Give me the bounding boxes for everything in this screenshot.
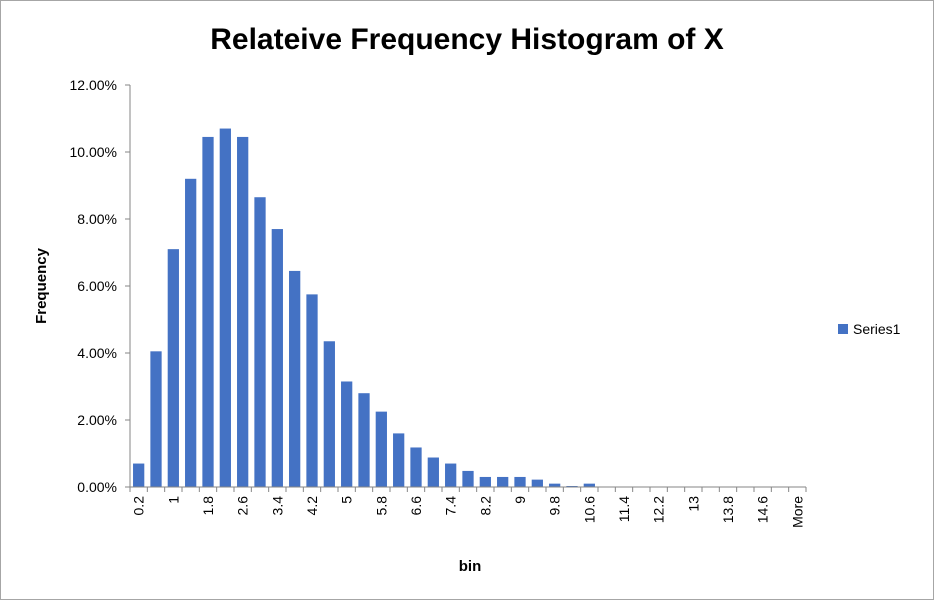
bar xyxy=(289,270,301,487)
bar xyxy=(341,381,353,487)
x-tick-label: 9.8 xyxy=(547,496,563,516)
bar xyxy=(583,483,595,487)
x-tick-label: 14.6 xyxy=(755,496,771,523)
y-tick-label: 6.00% xyxy=(77,278,117,294)
y-axis-label: Frequency xyxy=(33,247,50,324)
x-tick-label: 6.6 xyxy=(408,496,424,516)
bar xyxy=(323,341,335,487)
bar xyxy=(514,476,526,487)
x-axis-label: bin xyxy=(459,558,482,575)
legend: Series1 xyxy=(838,321,901,337)
y-tick-label: 2.00% xyxy=(77,412,117,428)
bar xyxy=(462,470,474,487)
x-tick-label: 7.4 xyxy=(443,496,459,516)
bars-group xyxy=(133,128,595,488)
bar xyxy=(167,249,179,487)
bar xyxy=(306,294,318,488)
x-tick-label: 5 xyxy=(339,496,355,504)
x-tick-label: 3.4 xyxy=(269,496,285,516)
x-tick-label: 1 xyxy=(165,496,181,504)
y-tick-label: 10.00% xyxy=(70,144,117,160)
bar xyxy=(479,476,491,487)
bar xyxy=(497,476,509,487)
x-tick-label: 5.8 xyxy=(373,496,389,516)
bar xyxy=(393,433,405,487)
x-tick-label: 2.6 xyxy=(235,496,251,516)
x-tick-label: 4.2 xyxy=(304,496,320,516)
x-tick-label: 11.4 xyxy=(616,496,632,522)
bar xyxy=(531,479,543,487)
bar xyxy=(375,411,387,488)
x-tick-label: 8.2 xyxy=(477,496,493,516)
legend-label: Series1 xyxy=(853,321,901,337)
y-tick-label: 8.00% xyxy=(77,211,117,227)
x-tick-label: 9 xyxy=(512,496,528,504)
x-tick-label: 1.8 xyxy=(200,496,216,516)
bar xyxy=(202,136,214,487)
chart-title: Relateive Frequency Histogram of X xyxy=(210,23,724,56)
x-tick-label: 12.2 xyxy=(651,496,667,523)
y-axis-ticks: 0.00% 2.00% 4.00% 6.00% 8.00% 10.00% 12.00% xyxy=(70,77,130,495)
bar xyxy=(219,128,231,488)
bar xyxy=(271,229,283,488)
x-tick-label: 13 xyxy=(685,496,701,512)
y-tick-label: 4.00% xyxy=(77,345,117,361)
bar xyxy=(410,447,422,487)
axes xyxy=(129,85,806,488)
x-tick-label: 13.8 xyxy=(720,496,736,523)
legend-swatch xyxy=(838,324,848,334)
bar xyxy=(427,457,439,487)
bar xyxy=(358,393,370,487)
bar xyxy=(254,197,266,488)
x-tick-label: More xyxy=(789,496,805,528)
x-tick-label: 10.6 xyxy=(581,496,597,523)
bar xyxy=(549,483,561,487)
bar xyxy=(185,178,197,488)
bar xyxy=(133,463,145,487)
bar xyxy=(150,351,162,487)
y-tick-label: 0.00% xyxy=(77,479,117,495)
x-tick-label: 0.2 xyxy=(131,496,147,516)
bar xyxy=(445,463,457,487)
y-tick-label: 12.00% xyxy=(70,77,117,93)
x-axis-ticks: 0.2 1 1.8 2.6 3.4 4.2 5 5.8 6.6 7.4 8.2 9 9.8 10.6 11.… xyxy=(129,487,807,528)
bar xyxy=(237,136,249,487)
